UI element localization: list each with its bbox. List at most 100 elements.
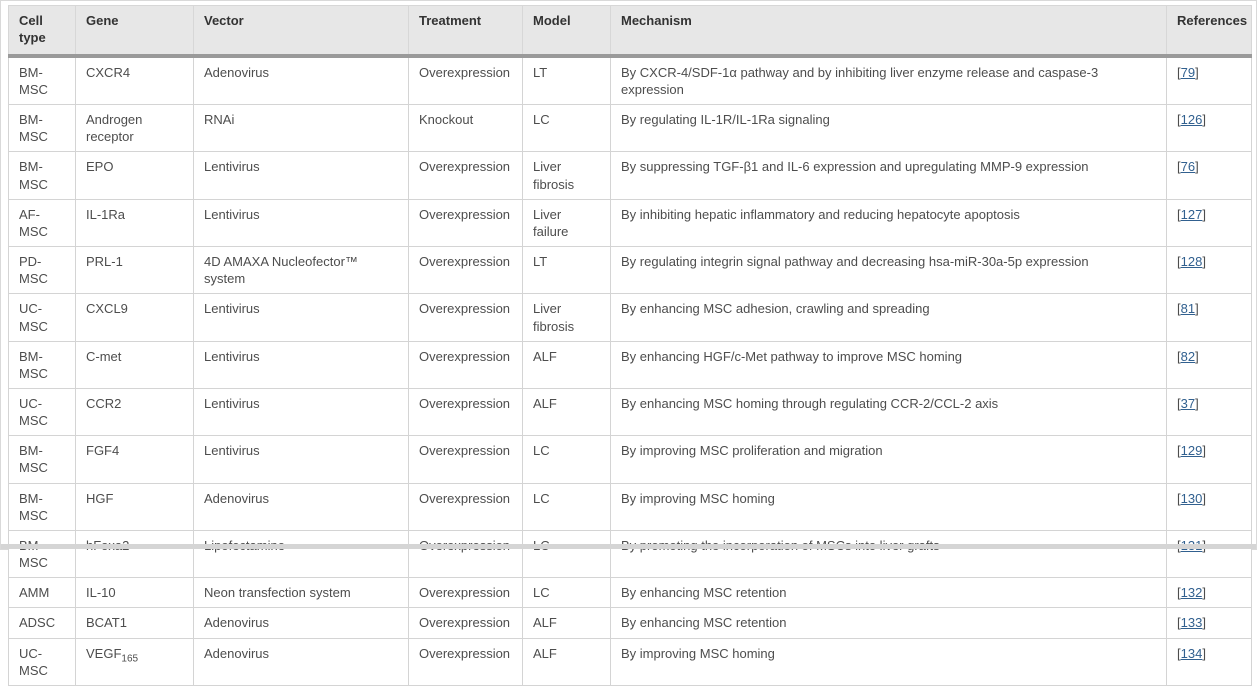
vector-cell: Lentivirus [193, 340, 409, 389]
mechanism-cell: By improving MSC homing [610, 637, 1167, 686]
mechanism-cell: By CXCR-4/SDF-1α pathway and by inhibiti… [610, 55, 1167, 106]
table-row: BM-MSC Androgen receptor RNAi Knockout L… [8, 104, 1252, 153]
gene-cell: C-met [75, 340, 194, 389]
treatment-cell: Overexpression [408, 529, 523, 579]
table-row: BM-MSC EPO Lentivirus Overexpression Liv… [8, 151, 1252, 200]
reference-link[interactable]: 132 [1180, 585, 1203, 601]
vector-cell: 4D AMAXA Nucleofector™ system [193, 246, 409, 295]
vector-cell: Lipofectamine [193, 529, 409, 579]
bracket-close: ] [1202, 206, 1206, 222]
gene-cell: IL-10 [75, 577, 194, 609]
model-cell: ALF [522, 607, 611, 639]
bracket-open: [ [1177, 254, 1181, 270]
bracket-open: [ [1177, 206, 1181, 222]
cell-type-cell: PD-MSC [8, 246, 76, 295]
cell-type-cell: BM-MSC [8, 55, 76, 106]
column-header-vector: Vector [193, 4, 409, 58]
bracket-open: [ [1177, 490, 1181, 506]
model-cell: LC [522, 577, 611, 609]
treatment-cell: Overexpression [408, 387, 523, 437]
table-row: BM-MSC C-met Lentivirus Overexpression A… [8, 340, 1252, 389]
bracket-close: ] [1195, 395, 1199, 411]
cell-type-cell: UC-MSC [8, 387, 76, 437]
treatment-cell: Overexpression [408, 482, 523, 531]
vector-cell: Adenovirus [193, 55, 409, 106]
table-row: UC-MSC CXCL9 Lentivirus Overexpression L… [8, 293, 1252, 342]
bracket-open: [ [1177, 348, 1181, 364]
vector-cell: Lentivirus [193, 198, 409, 248]
table-row: BM-MSC FGF4 Lentivirus Overexpression LC… [8, 435, 1252, 484]
bracket-close: ] [1195, 348, 1199, 364]
cell-type-cell: BM-MSC [8, 340, 76, 389]
gene-cell: HGF [75, 482, 194, 531]
reference-link[interactable]: 76 [1180, 159, 1196, 175]
gene-name: VEGF [86, 645, 122, 661]
reference-cell: [37] [1166, 387, 1252, 437]
table-row: UC-MSC VEGF165 Adenovirus Overexpression… [8, 637, 1252, 686]
bracket-open: [ [1177, 395, 1181, 411]
reference-cell: [133] [1166, 607, 1252, 639]
reference-link[interactable]: 126 [1180, 112, 1203, 128]
cell-type-cell: AF-MSC [8, 198, 76, 248]
reference-link[interactable]: 129 [1180, 443, 1203, 459]
reference-link[interactable]: 133 [1180, 615, 1203, 631]
reference-link[interactable]: 134 [1180, 645, 1203, 661]
gene-cell: hFoxa2 [75, 529, 194, 579]
reference-link[interactable]: 128 [1180, 254, 1203, 270]
table-body: BM-MSC CXCR4 Adenovirus Overexpression L… [8, 55, 1252, 686]
treatment-cell: Knockout [408, 104, 523, 153]
reference-link[interactable]: 130 [1180, 490, 1203, 506]
cell-type-cell: UC-MSC [8, 293, 76, 342]
mechanism-cell: By inhibiting hepatic inflammatory and r… [610, 198, 1167, 248]
reference-link[interactable]: 37 [1180, 395, 1196, 411]
model-cell: LT [522, 55, 611, 106]
treatment-cell: Overexpression [408, 577, 523, 609]
mechanism-cell: By enhancing HGF/c-Met pathway to improv… [610, 340, 1167, 389]
vector-cell: Adenovirus [193, 607, 409, 639]
mechanism-cell: By improving MSC proliferation and migra… [610, 435, 1167, 484]
table-row: BM-MSC hFoxa2 Lipofectamine Overexpressi… [8, 529, 1252, 579]
reference-link[interactable]: 127 [1180, 206, 1203, 222]
header-row: Cell type Gene Vector Treatment Model Me… [8, 4, 1252, 58]
vector-cell: RNAi [193, 104, 409, 153]
gene-cell: FGF4 [75, 435, 194, 484]
cell-type-cell: UC-MSC [8, 637, 76, 686]
bracket-open: [ [1177, 112, 1181, 128]
vector-cell: Adenovirus [193, 482, 409, 531]
column-header-references: References [1166, 4, 1252, 58]
cell-type-cell: BM-MSC [8, 529, 76, 579]
table-row: PD-MSC PRL-1 4D AMAXA Nucleofector™ syst… [8, 246, 1252, 295]
reference-cell: [126] [1166, 104, 1252, 153]
reference-link[interactable]: 81 [1180, 301, 1196, 317]
bracket-close: ] [1202, 645, 1206, 661]
table-row: UC-MSC CCR2 Lentivirus Overexpression AL… [8, 387, 1252, 437]
table-row: BM-MSC CXCR4 Adenovirus Overexpression L… [8, 55, 1252, 106]
model-cell: ALF [522, 637, 611, 686]
reference-link[interactable]: 79 [1180, 64, 1196, 80]
column-header-model: Model [522, 4, 611, 58]
reference-cell: [127] [1166, 198, 1252, 248]
reference-link[interactable]: 82 [1180, 348, 1196, 364]
table-row: ADSC BCAT1 Adenovirus Overexpression ALF… [8, 607, 1252, 639]
column-header-mechanism: Mechanism [610, 4, 1167, 58]
model-cell: ALF [522, 340, 611, 389]
reference-cell: [76] [1166, 151, 1252, 200]
bracket-close: ] [1195, 301, 1199, 317]
bracket-close: ] [1195, 64, 1199, 80]
gene-cell: BCAT1 [75, 607, 194, 639]
reference-cell: [82] [1166, 340, 1252, 389]
bracket-open: [ [1177, 159, 1181, 175]
mechanism-cell: By enhancing MSC retention [610, 607, 1167, 639]
cell-type-cell: BM-MSC [8, 435, 76, 484]
column-header-gene: Gene [75, 4, 194, 58]
table-row: AMM IL-10 Neon transfection system Overe… [8, 577, 1252, 609]
gene-cell: CCR2 [75, 387, 194, 437]
mechanism-cell: By promoting the incorporation of MSCs i… [610, 529, 1167, 579]
bracket-close: ] [1202, 112, 1206, 128]
bracket-close: ] [1202, 615, 1206, 631]
gene-cell: VEGF165 [75, 637, 194, 686]
reference-cell: [131] [1166, 529, 1252, 579]
mechanism-cell: By enhancing MSC adhesion, crawling and … [610, 293, 1167, 342]
mechanism-cell: By regulating IL-1R/IL-1Ra signaling [610, 104, 1167, 153]
gene-cell: EPO [75, 151, 194, 200]
